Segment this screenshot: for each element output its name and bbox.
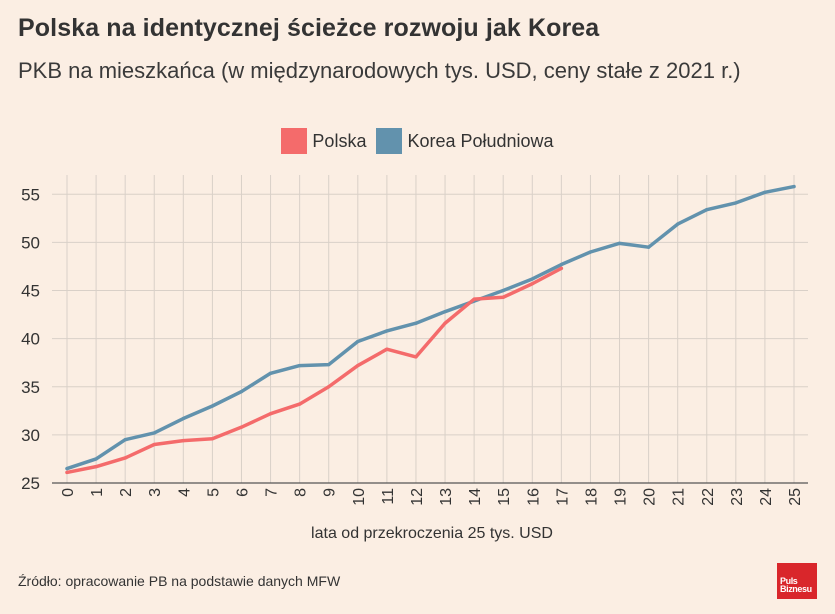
y-tick-label: 40 (21, 330, 40, 349)
y-tick-label: 45 (21, 282, 40, 301)
data-point-polska-9 (327, 385, 331, 389)
data-point-polska-5 (210, 437, 214, 441)
data-point-polska-10 (356, 363, 360, 368)
data-point-polska-7 (268, 412, 273, 416)
puls-biznesu-logo: Puls Biznesu (777, 563, 817, 599)
data-point-polska-4 (181, 439, 185, 443)
x-tick-label: 8 (293, 488, 310, 497)
data-point-korea-2 (123, 438, 127, 442)
data-point-korea-1 (94, 457, 98, 461)
data-point-korea-25 (792, 184, 796, 189)
chart-title: Polska na identycznej ścieżce rozwoju ja… (18, 14, 600, 42)
legend-label-polska: Polska (312, 130, 367, 151)
x-tick-label: 19 (613, 488, 630, 506)
x-tick-label: 24 (758, 488, 775, 506)
x-tick-label: 13 (438, 488, 455, 506)
x-tick-label: 6 (234, 488, 251, 497)
data-point-korea-4 (181, 416, 185, 421)
x-tick-label: 22 (700, 488, 717, 506)
data-point-korea-5 (210, 404, 214, 408)
data-point-polska-2 (123, 456, 127, 460)
x-axis-title: lata od przekroczenia 25 tys. USD (311, 525, 553, 542)
source-note: Źródło: opracowanie PB na podstawie dany… (18, 573, 341, 589)
data-point-polska-8 (298, 402, 302, 406)
data-point-polska-3 (152, 442, 156, 447)
data-point-korea-12 (414, 321, 418, 325)
x-tick-label: 3 (147, 488, 164, 497)
y-tick-label: 35 (21, 378, 40, 397)
data-point-korea-11 (385, 329, 389, 333)
data-point-polska-14 (472, 297, 476, 301)
data-point-polska-1 (94, 465, 98, 469)
data-point-korea-8 (298, 363, 302, 368)
x-tick-label: 20 (642, 488, 659, 506)
x-tick-label: 14 (467, 488, 484, 506)
data-point-korea-10 (356, 339, 360, 344)
y-tick-label: 50 (21, 233, 40, 252)
x-tick-label: 2 (118, 488, 135, 497)
data-point-korea-7 (268, 371, 273, 375)
y-tick-label: 25 (21, 474, 40, 493)
data-point-polska-11 (385, 347, 389, 351)
grid (52, 175, 808, 484)
x-tick-label: 0 (60, 488, 77, 497)
x-tick-label: 5 (205, 488, 222, 497)
series-layer (65, 184, 796, 475)
x-tick-label: 12 (409, 488, 426, 506)
data-point-korea-13 (443, 310, 447, 314)
x-tick-label: 25 (787, 488, 804, 506)
legend: Polska Korea Południowa (0, 128, 835, 154)
data-point-korea-17 (559, 262, 563, 267)
legend-label-korea: Korea Południowa (407, 130, 554, 151)
data-point-korea-15 (501, 288, 505, 293)
x-tick-label: 16 (525, 488, 542, 506)
data-point-korea-18 (588, 250, 593, 254)
series-line-polska (65, 266, 564, 475)
data-point-korea-23 (734, 201, 738, 205)
data-point-polska-15 (501, 295, 505, 299)
data-point-korea-3 (152, 431, 156, 435)
x-tick-label: 9 (322, 488, 339, 497)
y-tick-label: 55 (21, 185, 40, 204)
data-point-korea-9 (327, 363, 331, 367)
x-tick-label: 7 (264, 488, 281, 497)
y-tick-label: 30 (21, 426, 40, 445)
legend-item-polska: Polska (281, 128, 366, 154)
x-tick-label: 17 (554, 488, 571, 506)
x-tick-label: 11 (380, 488, 397, 505)
x-tick-label: 1 (89, 488, 106, 497)
data-point-korea-6 (239, 389, 244, 394)
data-point-polska-12 (414, 355, 418, 359)
legend-swatch-polska (281, 128, 308, 154)
data-point-korea-16 (530, 277, 534, 281)
data-point-korea-22 (705, 208, 709, 212)
series-line-korea (65, 184, 796, 471)
data-point-polska-6 (239, 425, 244, 429)
chart-subtitle: PKB na mieszkańca (w międzynarodowych ty… (18, 58, 741, 83)
data-point-korea-0 (65, 466, 69, 471)
x-tick-label: 15 (496, 488, 513, 506)
legend-swatch-korea (376, 128, 403, 154)
legend-item-korea: Korea Południowa (376, 128, 554, 154)
x-tick-label: 10 (351, 488, 368, 506)
data-point-polska-17 (559, 266, 563, 270)
data-point-korea-21 (676, 222, 680, 226)
x-tick-label: 23 (729, 488, 746, 506)
x-tick-label: 21 (671, 488, 688, 506)
data-point-korea-19 (617, 241, 622, 245)
data-point-korea-24 (763, 190, 767, 194)
data-point-polska-13 (443, 321, 447, 325)
data-point-polska-16 (530, 282, 534, 286)
x-tick-label: 18 (583, 488, 600, 506)
data-point-polska-0 (65, 470, 69, 475)
x-tick-label: 4 (176, 488, 193, 497)
data-point-korea-20 (647, 245, 651, 249)
